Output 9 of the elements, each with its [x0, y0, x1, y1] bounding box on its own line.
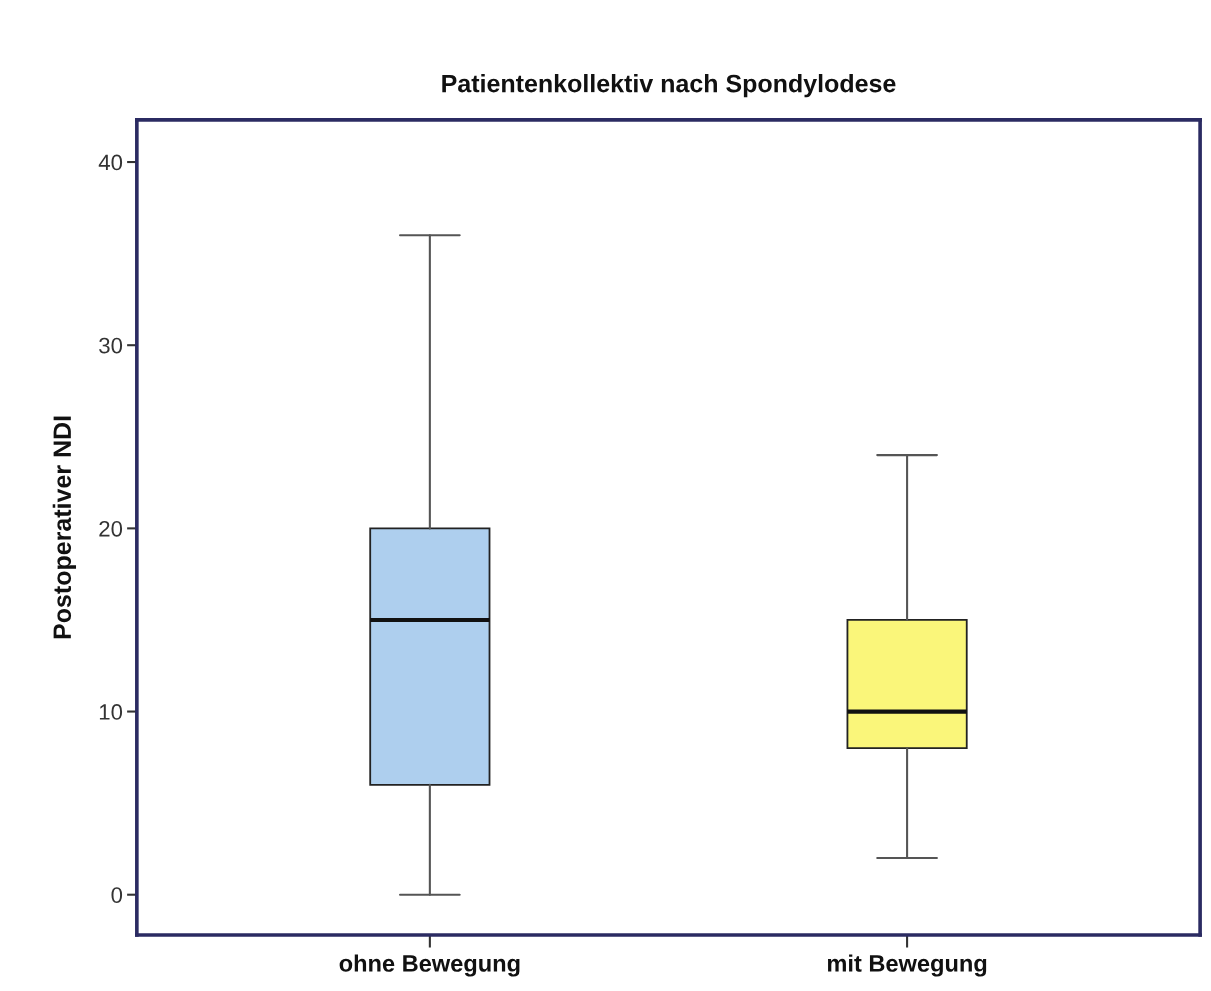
y-tick-label: 30 [99, 337, 123, 354]
y-tick-label: 0 [111, 887, 123, 903]
y-tick-label: 40 [98, 154, 123, 171]
x-tick-label: mit Bewegung [827, 954, 987, 977]
y-axis-title: Postoperativer NDI [52, 416, 77, 639]
y-tick-label: 10 [99, 704, 123, 720]
chart-title: Patientenkollektiv nach Spondylodese [442, 74, 896, 98]
y-tick-label: 20 [99, 520, 123, 537]
x-tick-label: ohne Bewegung [339, 954, 520, 977]
